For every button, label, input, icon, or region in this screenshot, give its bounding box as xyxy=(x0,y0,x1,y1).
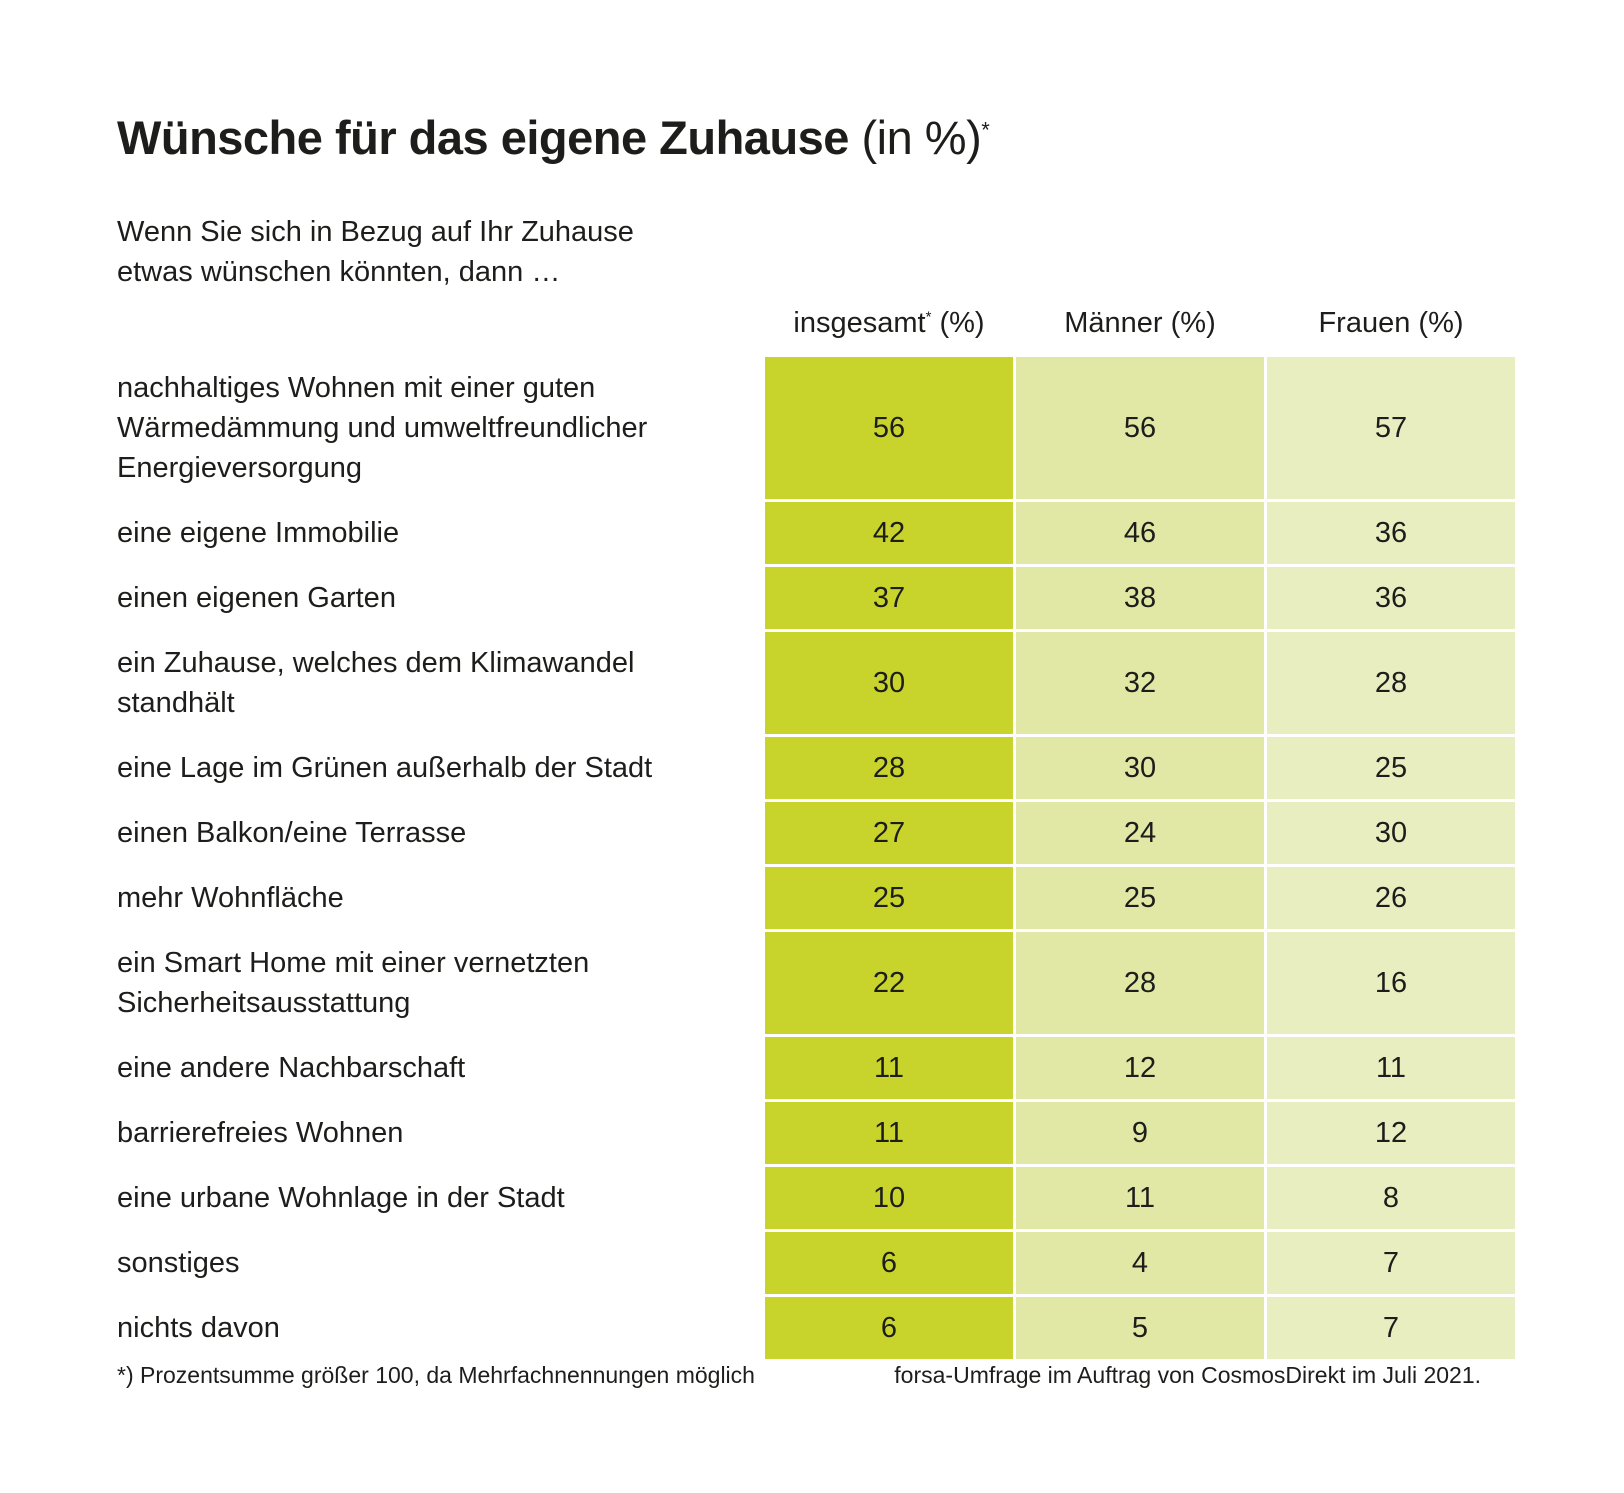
table-cell-maenner: 5 xyxy=(1016,1297,1264,1359)
table-cell-insgesamt: 6 xyxy=(765,1297,1013,1359)
table-cell-maenner: 30 xyxy=(1016,737,1264,799)
row-label-line: eine urbane Wohnlage in der Stadt xyxy=(117,1182,565,1214)
row-label: nachhaltiges Wohnen mit einer guten Wärme… xyxy=(117,357,737,499)
table-cell-frauen: 16 xyxy=(1267,932,1515,1034)
row-label: einen eigenen Garten xyxy=(117,567,737,629)
row-label-line: nichts davon xyxy=(117,1312,280,1344)
row-label-line: nachhaltiges Wohnen mit einer guten xyxy=(117,372,596,404)
row-label-line: Energieversorgung xyxy=(117,452,363,484)
row-label-line: standhält xyxy=(117,687,235,719)
table-cell-frauen: 26 xyxy=(1267,867,1515,929)
row-label: eine urbane Wohnlage in der Stadt xyxy=(117,1167,737,1229)
row-label-line: Wärmedämmung und umweltfreundlicher xyxy=(117,412,648,444)
footnote: *) Prozentsumme größer 100, da Mehrfachn… xyxy=(117,1362,755,1388)
table-cell-maenner: 28 xyxy=(1016,932,1264,1034)
row-label-line: barrierefreies Wohnen xyxy=(117,1117,404,1149)
row-label: eine eigene Immobilie xyxy=(117,502,737,564)
column-header-label: insgesamt xyxy=(793,307,926,339)
table-cell-maenner: 56 xyxy=(1016,357,1264,499)
table-cell-insgesamt: 25 xyxy=(765,867,1013,929)
table-cell-frauen: 7 xyxy=(1267,1232,1515,1294)
chart-title-main: Wünsche für das eigene Zuhause xyxy=(117,111,849,164)
row-label: mehr Wohnfläche xyxy=(117,867,737,929)
column-header-marker: * xyxy=(925,308,932,326)
column-header-label: Frauen xyxy=(1318,307,1411,339)
table-cell-insgesamt: 28 xyxy=(765,737,1013,799)
row-label: nichts davon xyxy=(117,1297,737,1359)
column-header-insgesamt: insgesamt* (%) xyxy=(765,303,1013,343)
table-cell-maenner: 46 xyxy=(1016,502,1264,564)
intro-line-2: etwas wünschen könnten, dann … xyxy=(117,256,561,288)
table-cell-frauen: 25 xyxy=(1267,737,1515,799)
row-label: ein Smart Home mit einer vernetzten Siche… xyxy=(117,932,737,1034)
table-cell-maenner: 32 xyxy=(1016,632,1264,734)
table-cell-maenner: 24 xyxy=(1016,802,1264,864)
intro-text: Wenn Sie sich in Bezug auf Ihr Zuhause e… xyxy=(117,212,677,292)
table-cell-frauen: 57 xyxy=(1267,357,1515,499)
table-cell-insgesamt: 6 xyxy=(765,1232,1013,1294)
table-cell-insgesamt: 22 xyxy=(765,932,1013,1034)
row-label: einen Balkon/eine Terrasse xyxy=(117,802,737,864)
row-label: eine andere Nachbarschaft xyxy=(117,1037,737,1099)
table-cell-frauen: 30 xyxy=(1267,802,1515,864)
table-cell-insgesamt: 30 xyxy=(765,632,1013,734)
row-label: barrierefreies Wohnen xyxy=(117,1102,737,1164)
row-label-line: einen eigenen Garten xyxy=(117,582,396,614)
chart-title-unit: (in %) xyxy=(861,111,982,164)
table-cell-frauen: 36 xyxy=(1267,567,1515,629)
row-label-line: mehr Wohnfläche xyxy=(117,882,344,914)
table-cell-frauen: 11 xyxy=(1267,1037,1515,1099)
table-cell-maenner: 25 xyxy=(1016,867,1264,929)
column-header-frauen: Frauen (%) xyxy=(1267,303,1515,343)
row-label-line: einen Balkon/eine Terrasse xyxy=(117,817,467,849)
row-label: ein Zuhause, welches dem Klimawandel stan… xyxy=(117,632,737,734)
chart-title: Wünsche für das eigene Zuhause (in %)* xyxy=(117,108,990,168)
table-cell-frauen: 12 xyxy=(1267,1102,1515,1164)
table-cell-frauen: 28 xyxy=(1267,632,1515,734)
row-label-line: Sicherheitsausstattung xyxy=(117,987,411,1019)
row-label: eine Lage im Grünen außerhalb der Stadt xyxy=(117,737,737,799)
table-cell-insgesamt: 56 xyxy=(765,357,1013,499)
table-cell-frauen: 36 xyxy=(1267,502,1515,564)
table-cell-maenner: 11 xyxy=(1016,1167,1264,1229)
table-cell-maenner: 4 xyxy=(1016,1232,1264,1294)
table-cell-maenner: 12 xyxy=(1016,1037,1264,1099)
column-header-unit: (%) xyxy=(1162,307,1216,339)
table-cell-insgesamt: 10 xyxy=(765,1167,1013,1229)
row-label-line: eine andere Nachbarschaft xyxy=(117,1052,466,1084)
table-cell-frauen: 8 xyxy=(1267,1167,1515,1229)
table-cell-maenner: 9 xyxy=(1016,1102,1264,1164)
table-cell-insgesamt: 11 xyxy=(765,1102,1013,1164)
column-header-label: Männer xyxy=(1064,307,1163,339)
source-note: forsa-Umfrage im Auftrag von CosmosDirek… xyxy=(894,1362,1481,1388)
table-cell-insgesamt: 11 xyxy=(765,1037,1013,1099)
table-cell-insgesamt: 42 xyxy=(765,502,1013,564)
table-cell-insgesamt: 27 xyxy=(765,802,1013,864)
intro-line-1: Wenn Sie sich in Bezug auf Ihr Zuhause xyxy=(117,216,634,248)
row-label-line: eine eigene Immobilie xyxy=(117,517,400,549)
row-label-line: sonstiges xyxy=(117,1247,240,1279)
column-header-unit: (%) xyxy=(1410,307,1464,339)
row-label-line: eine Lage im Grünen außerhalb der Stadt xyxy=(117,752,653,784)
row-label: sonstiges xyxy=(117,1232,737,1294)
table-cell-maenner: 38 xyxy=(1016,567,1264,629)
row-label-line: ein Smart Home mit einer vernetzten xyxy=(117,947,590,979)
row-label-line: ein Zuhause, welches dem Klimawandel xyxy=(117,647,635,679)
column-header-maenner: Männer (%) xyxy=(1016,303,1264,343)
column-header-unit: (%) xyxy=(931,307,985,339)
chart-title-marker: * xyxy=(981,117,990,143)
table-cell-insgesamt: 37 xyxy=(765,567,1013,629)
table-cell-frauen: 7 xyxy=(1267,1297,1515,1359)
